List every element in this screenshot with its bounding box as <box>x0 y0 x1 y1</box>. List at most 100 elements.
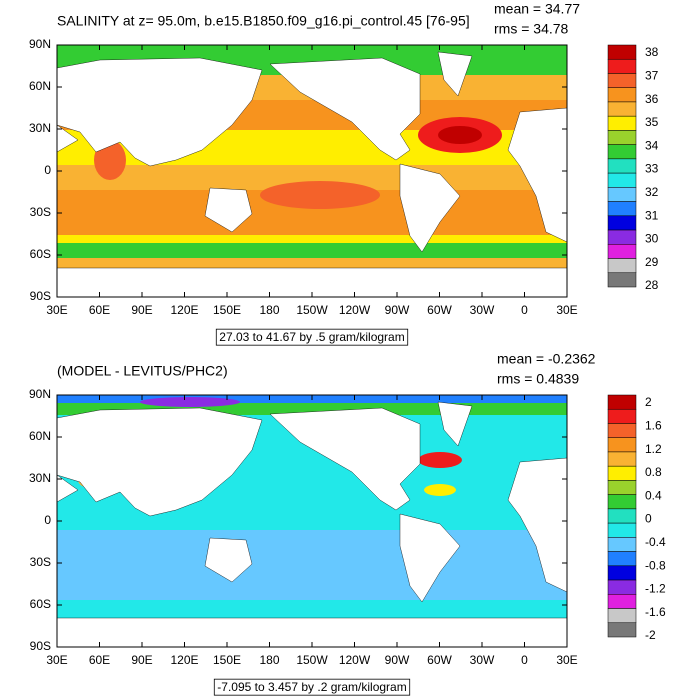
colorbar-box <box>607 423 637 438</box>
lat-label: 30S <box>30 555 51 569</box>
lat-label: 30N <box>29 121 51 135</box>
colorbar-box <box>607 480 637 495</box>
colorbar-label: 1.2 <box>645 442 662 456</box>
lon-label: 120E <box>170 653 198 667</box>
colorbar-label: -2 <box>645 628 656 642</box>
lon-label: 30E <box>556 653 577 667</box>
colorbar-box <box>607 229 637 245</box>
colorbar-label: 28 <box>645 278 659 292</box>
colorbar-box <box>607 565 637 581</box>
colorbar-box <box>607 144 637 160</box>
colorbar-box <box>607 115 637 131</box>
lon-label: 120W <box>339 653 371 667</box>
colorbar-label: 34 <box>645 138 659 152</box>
lon-label: 90W <box>385 303 410 317</box>
colorbar-label: 37 <box>645 68 659 82</box>
colorbar-label: 35 <box>645 115 659 129</box>
colorbar-box <box>607 622 637 638</box>
map-field <box>57 395 567 647</box>
field-feature <box>260 181 380 209</box>
colorbar-box <box>607 551 637 567</box>
colorbar-box <box>607 44 637 60</box>
colorbar-box <box>607 465 637 481</box>
colorbar-box <box>607 172 637 188</box>
lon-label: 30E <box>46 653 67 667</box>
lon-label: 60E <box>89 653 110 667</box>
stat: rms = 34.78 <box>494 21 569 37</box>
lon-label: 30E <box>556 303 577 317</box>
colorbar-box <box>607 408 637 424</box>
lat-label: 60S <box>30 597 51 611</box>
colorbar-box <box>607 58 637 74</box>
colorbar-label: -1.6 <box>645 605 666 619</box>
stat: mean = 34.77 <box>494 1 580 17</box>
colorbar-box <box>607 87 637 103</box>
colorbar-box <box>607 187 637 202</box>
map-field <box>57 45 567 297</box>
colorbar-box <box>607 101 637 117</box>
colorbar-box <box>607 258 637 274</box>
lon-label: 150W <box>296 653 328 667</box>
lon-label: 90E <box>131 653 152 667</box>
stat: mean = -0.2362 <box>497 351 596 367</box>
lon-label: 150E <box>213 303 241 317</box>
info-box <box>213 678 411 696</box>
colorbar-label: 29 <box>645 255 659 269</box>
lon-label: 60W <box>427 653 452 667</box>
colorbar-box <box>607 215 637 231</box>
colorbar-box <box>607 158 637 174</box>
panel-title: SALINITY at z= 95.0m, b.e15.B1850.f09_g1… <box>57 13 470 29</box>
lat-label: 60N <box>29 79 51 93</box>
lat-label: 60S <box>30 247 51 261</box>
colorbar-label: 0 <box>645 512 652 526</box>
colorbar-label: 36 <box>645 92 659 106</box>
stat: rms = 0.4839 <box>497 371 579 387</box>
lon-label: 120W <box>339 303 371 317</box>
colorbar-label: 33 <box>645 162 659 176</box>
lon-label: 30W <box>470 303 495 317</box>
lon-label: 180 <box>259 653 279 667</box>
lat-label: 90S <box>30 289 51 303</box>
lon-label: 120E <box>170 303 198 317</box>
lon-label: 150W <box>296 303 328 317</box>
panel-title: (MODEL - LEVITUS/PHC2) <box>57 363 228 379</box>
colorbar-label: 0.8 <box>645 465 662 479</box>
colorbar-label: 31 <box>645 208 659 222</box>
lon-label: 180 <box>259 303 279 317</box>
colorbar-box <box>607 494 637 510</box>
colorbar-label: 0.4 <box>645 488 662 502</box>
colorbar-box <box>607 130 637 145</box>
lat-label: 30S <box>30 205 51 219</box>
colorbar-box <box>607 608 637 624</box>
lat-label: 0 <box>44 513 51 527</box>
lon-label: 0 <box>521 303 528 317</box>
lat-label: 30N <box>29 471 51 485</box>
colorbar-box <box>607 594 637 609</box>
lon-label: 90W <box>385 653 410 667</box>
info-label: 27.03 to 41.67 by .5 gram/kilogram <box>219 330 404 344</box>
map-panel: (MODEL - LEVITUS/PHC2) mean = -0.2362 rms … <box>29 351 666 696</box>
colorbar-box <box>607 394 637 410</box>
colorbar-label: 2 <box>645 395 652 409</box>
colorbar-box <box>607 522 637 538</box>
colorbar-label: -1.2 <box>645 582 666 596</box>
info-label: -7.095 to 3.457 by .2 gram/kilogram <box>217 680 406 694</box>
lat-label: 90N <box>29 387 51 401</box>
lat-label: 90S <box>30 639 51 653</box>
field-feature <box>140 397 240 407</box>
colorbar-box <box>607 508 637 524</box>
lon-label: 150E <box>213 653 241 667</box>
field-feature <box>424 484 456 496</box>
map-panel: SALINITY at z= 95.0m, b.e15.B1850.f09_g1… <box>29 1 659 346</box>
lat-label: 90N <box>29 37 51 51</box>
colorbar-label: 32 <box>645 185 659 199</box>
lon-label: 30E <box>46 303 67 317</box>
field-feature <box>418 452 462 468</box>
colorbar-box <box>607 451 637 467</box>
field-feature <box>94 140 126 180</box>
colorbar-label: 30 <box>645 232 659 246</box>
colorbar-box <box>607 73 637 88</box>
colorbar-label: 1.6 <box>645 418 662 432</box>
field-band <box>57 258 567 268</box>
